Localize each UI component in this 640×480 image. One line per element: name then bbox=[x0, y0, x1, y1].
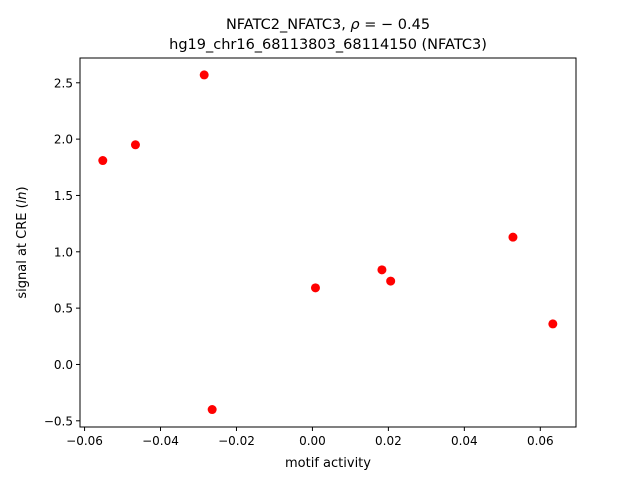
y-axis-label: signal at CRE (ln) bbox=[15, 186, 30, 298]
x-tick-label: 0.04 bbox=[451, 434, 478, 448]
y-tick-label: 0.5 bbox=[54, 302, 73, 316]
plot-area bbox=[79, 57, 577, 428]
y-tick-label: 2.5 bbox=[54, 76, 73, 90]
x-tick-label: −0.06 bbox=[66, 434, 103, 448]
x-axis-label: motif activity bbox=[285, 456, 371, 471]
chart-title-line1: NFATC2_NFATC3, ρ = − 0.45 bbox=[226, 17, 430, 33]
x-tick-label: 0.06 bbox=[527, 434, 554, 448]
scatter-point bbox=[508, 232, 518, 242]
y-tick-label: −0.5 bbox=[44, 414, 73, 428]
data-points bbox=[98, 70, 558, 415]
scatter-point bbox=[98, 156, 108, 166]
x-tick-label: −0.04 bbox=[142, 434, 179, 448]
chart-title-line2: hg19_chr16_68113803_68114150 (NFATC3) bbox=[169, 37, 487, 53]
scatter-point bbox=[207, 405, 217, 415]
x-tick-label: 0.02 bbox=[375, 434, 402, 448]
y-tick-label: 0.0 bbox=[54, 358, 73, 372]
x-axis: −0.06 −0.04 −0.02 0.00 0.02 0.04 0.06 bbox=[66, 427, 554, 448]
scatter-point bbox=[130, 140, 140, 150]
scatter-point bbox=[548, 319, 558, 329]
scatter-point bbox=[310, 283, 320, 293]
y-tick-label: 2.0 bbox=[54, 133, 73, 147]
scatter-point bbox=[199, 70, 209, 80]
y-tick-label: 1.0 bbox=[54, 245, 73, 259]
x-tick-label: 0.00 bbox=[299, 434, 326, 448]
x-tick-label: −0.02 bbox=[218, 434, 255, 448]
scatter-point bbox=[377, 265, 387, 275]
y-axis: −0.5 0.0 0.5 1.0 1.5 2.0 2.5 bbox=[44, 76, 80, 428]
y-tick-label: 1.5 bbox=[54, 189, 73, 203]
scatter-point bbox=[386, 276, 396, 286]
